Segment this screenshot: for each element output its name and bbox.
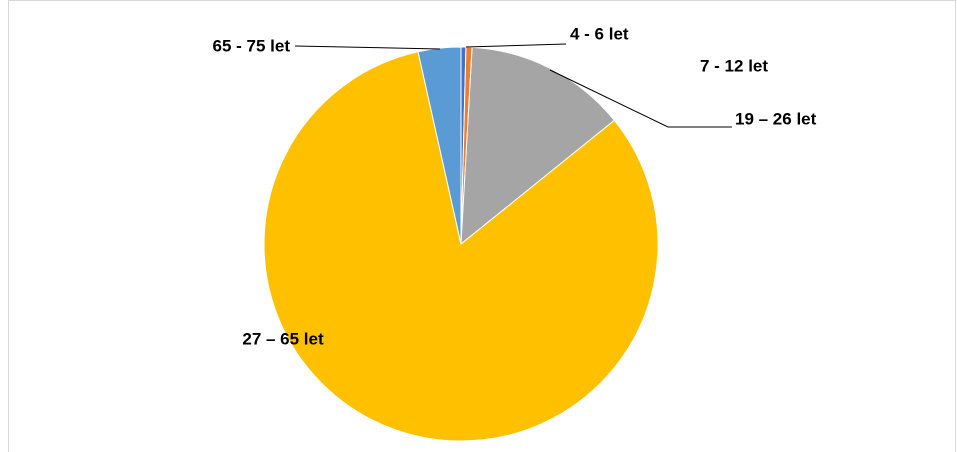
pie-slice [263, 51, 659, 442]
data-label: 19 – 26 let [735, 109, 817, 128]
data-label: 4 - 6 let [570, 24, 629, 43]
data-label: 7 - 12 let [700, 56, 768, 75]
leader-line [465, 43, 567, 48]
pie-slice [460, 46, 616, 246]
data-label: 65 - 75 let [213, 36, 291, 55]
leader-line [549, 69, 732, 128]
data-label: 27 – 65 let [242, 329, 324, 348]
pie-slice [417, 46, 462, 245]
leader-line [294, 45, 441, 50]
